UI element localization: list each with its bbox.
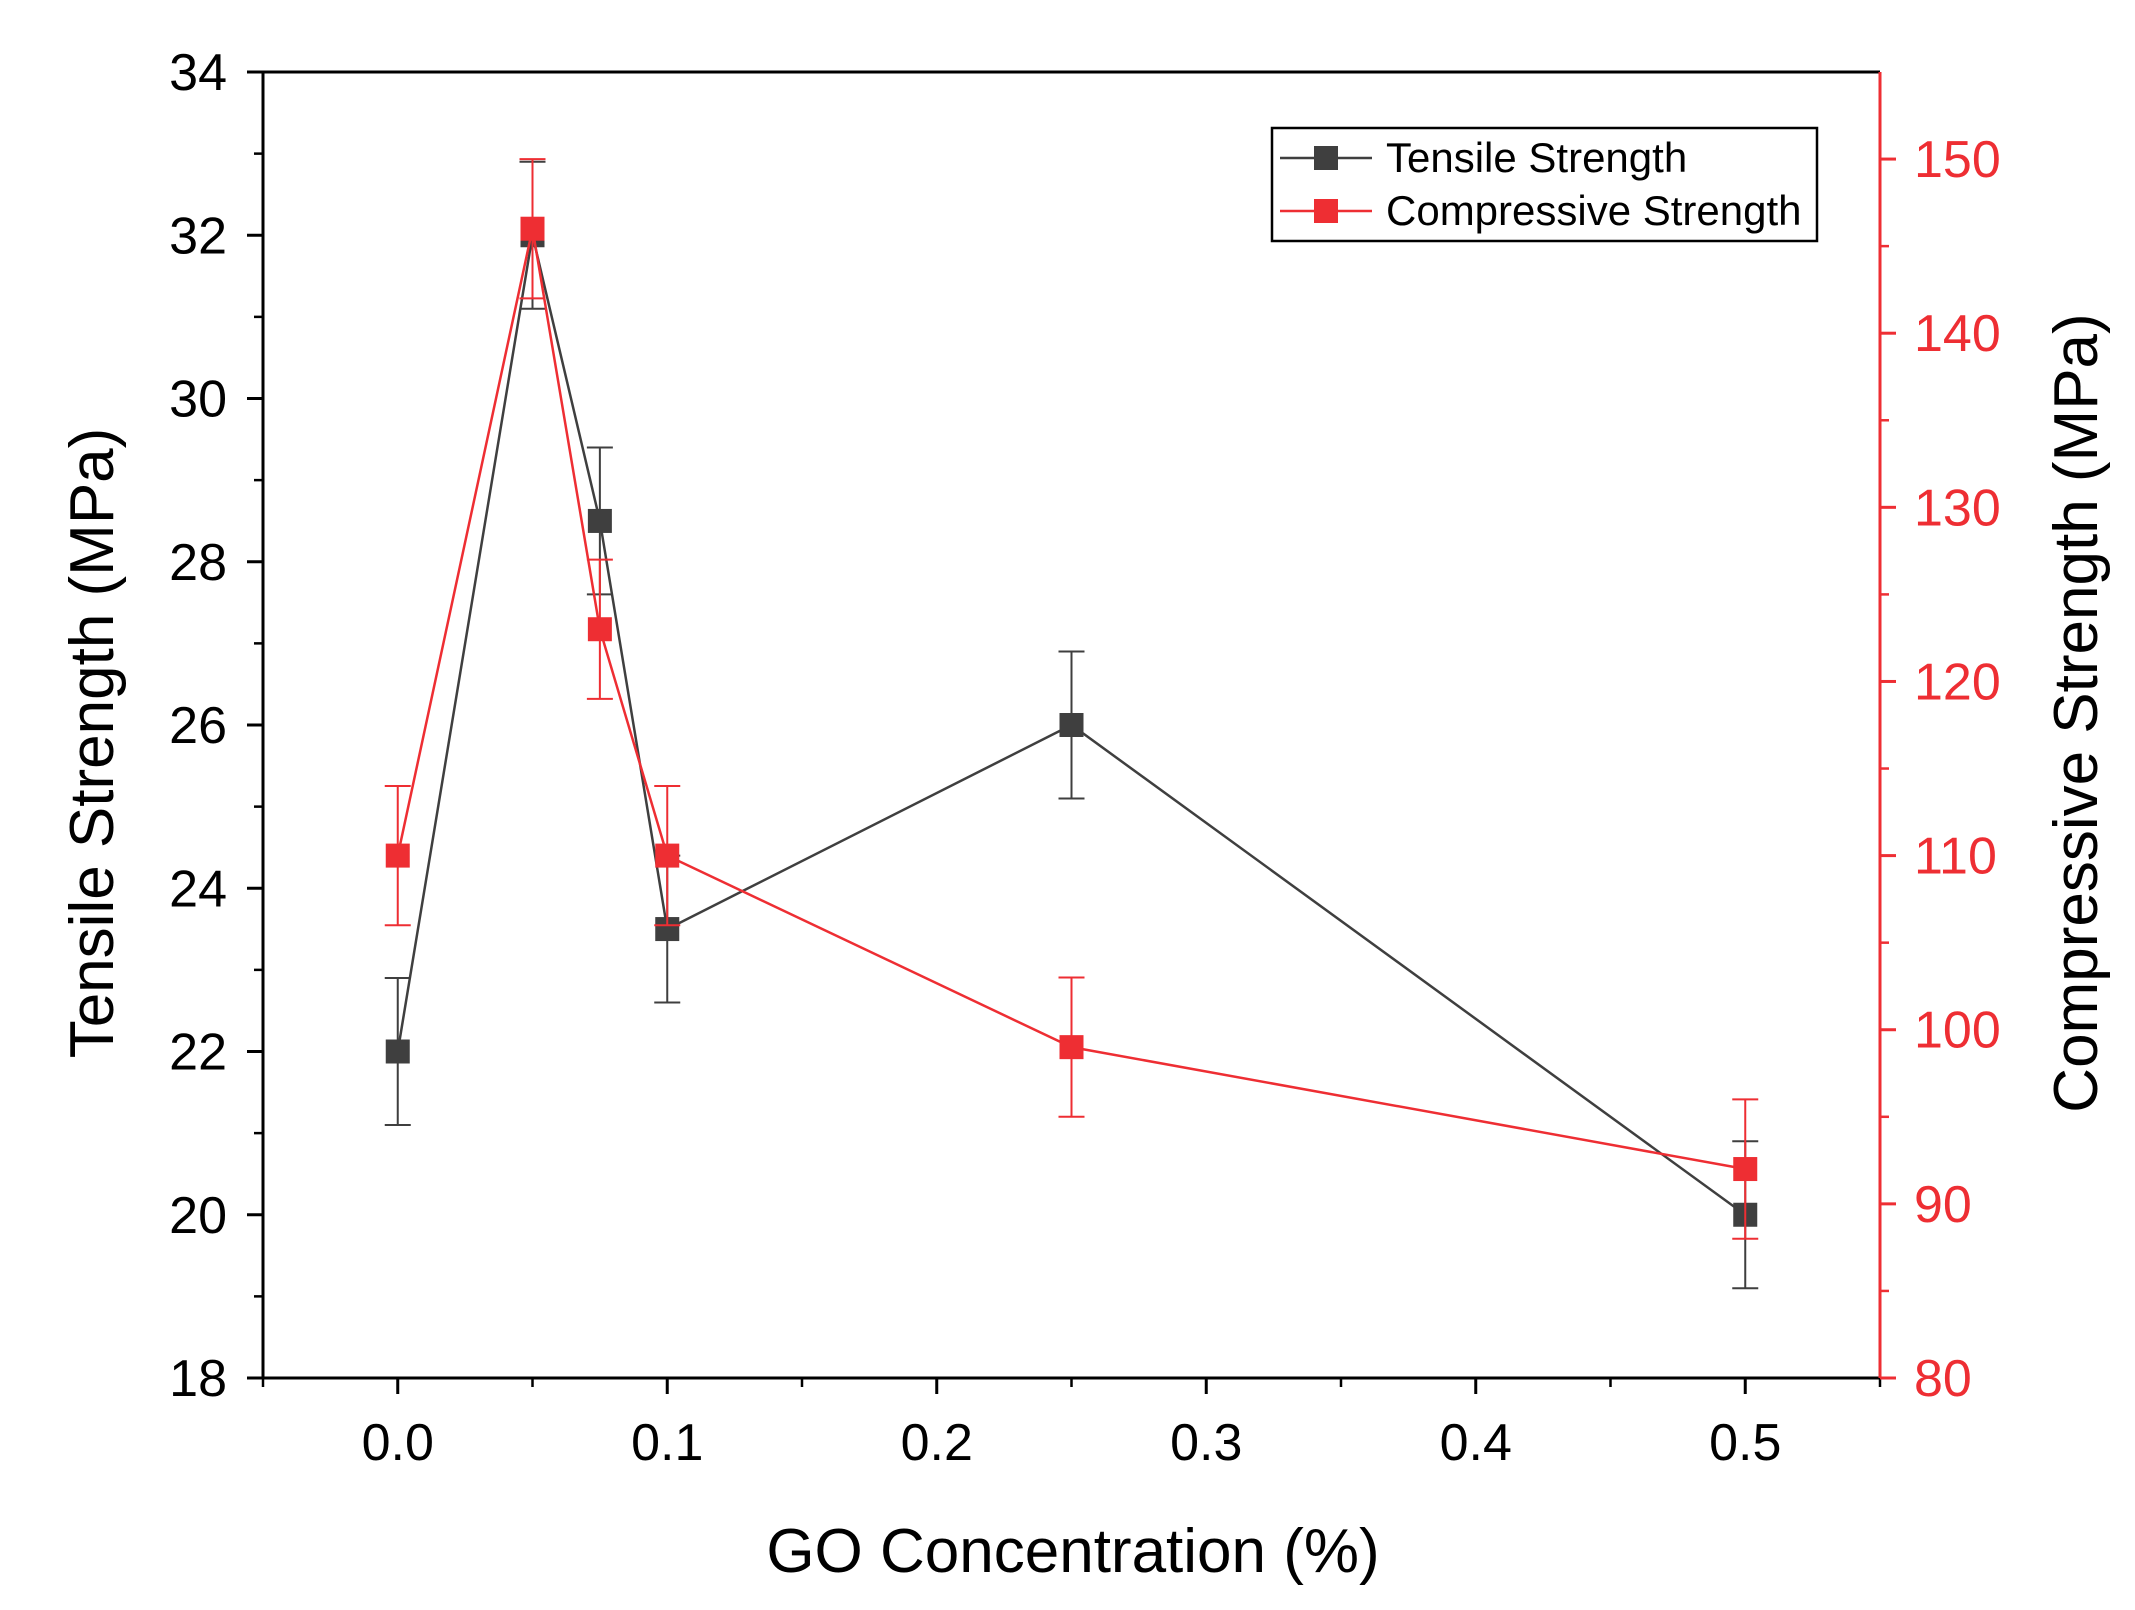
data-point-compressive: [1059, 1035, 1084, 1060]
legend-entry-tensile: Tensile Strength: [1280, 134, 1687, 181]
data-point-compressive: [587, 617, 612, 642]
data-point-compressive: [1733, 1157, 1758, 1182]
x-tick-label: 0.0: [362, 1414, 434, 1472]
legend-box: [1270, 126, 1819, 243]
x-tick-label: 0.5: [1709, 1414, 1781, 1472]
y-left-tick-label: 28: [169, 534, 227, 592]
y-right-tick-label: 110: [1914, 828, 1997, 886]
y-left-tick-label: 32: [169, 207, 227, 265]
y-left-tick-label: 22: [169, 1024, 227, 1082]
y-axis-left-title: Tensile Strength (MPa): [58, 428, 127, 1059]
data-point-compressive: [520, 216, 545, 241]
legend: Tensile Strength Compressive Strength: [1270, 126, 1819, 243]
y-left-tick-label: 34: [169, 44, 227, 102]
y-left-tick-label: 20: [169, 1187, 227, 1245]
y-right-tick-label: 120: [1914, 653, 2001, 711]
x-tick-label: 0.1: [631, 1414, 703, 1472]
y-right-tick-label: 90: [1914, 1176, 1972, 1234]
y-right-tick-label: 140: [1914, 305, 2001, 363]
series-compressive: [384, 158, 1759, 1240]
data-point-compressive: [655, 843, 680, 868]
y-right-tick-label: 80: [1914, 1350, 1972, 1408]
x-tick-label: 0.2: [901, 1414, 973, 1472]
x-axis-title: GO Concentration (%): [766, 1517, 1379, 1586]
x-tick-label: 0.3: [1170, 1414, 1242, 1472]
y-right-tick-label: 130: [1914, 479, 2001, 537]
y-left-tick-label: 18: [169, 1350, 227, 1408]
data-point-tensile: [587, 508, 612, 533]
data-point-tensile: [1059, 713, 1084, 737]
series-line-tensile: [396, 234, 1746, 1216]
series-layer: [384, 158, 1759, 1290]
y-axis-right-title: Compressive Strength (MPa): [2042, 313, 2111, 1112]
legend-label-tensile: Tensile Strength: [1386, 134, 1687, 181]
data-point-compressive: [385, 843, 410, 868]
y-axis-right: 80 90 100 110 120 130 140 150: [1880, 131, 2001, 1408]
y-right-tick-label: 150: [1914, 131, 2001, 189]
y-left-tick-label: 30: [169, 371, 227, 429]
legend-entry-compressive: Compressive Strength: [1280, 187, 1802, 234]
y-left-tick-label: 24: [169, 860, 227, 918]
y-axis-left: 18 20 22 24 26 28 30 32 34: [169, 44, 263, 1408]
data-point-tensile: [385, 1039, 410, 1064]
x-axis: 0.0 0.1 0.2 0.3 0.4 0.5: [261, 1378, 1882, 1472]
legend-marker-tensile: [1314, 146, 1338, 170]
y-left-tick-label: 26: [169, 697, 227, 755]
y-right-tick-label: 100: [1914, 1002, 2001, 1060]
legend-marker-compressive: [1314, 199, 1338, 223]
series-line-compressive: [396, 228, 1746, 1171]
x-tick-label: 0.4: [1440, 1414, 1512, 1472]
legend-label-compressive: Compressive Strength: [1386, 187, 1802, 234]
